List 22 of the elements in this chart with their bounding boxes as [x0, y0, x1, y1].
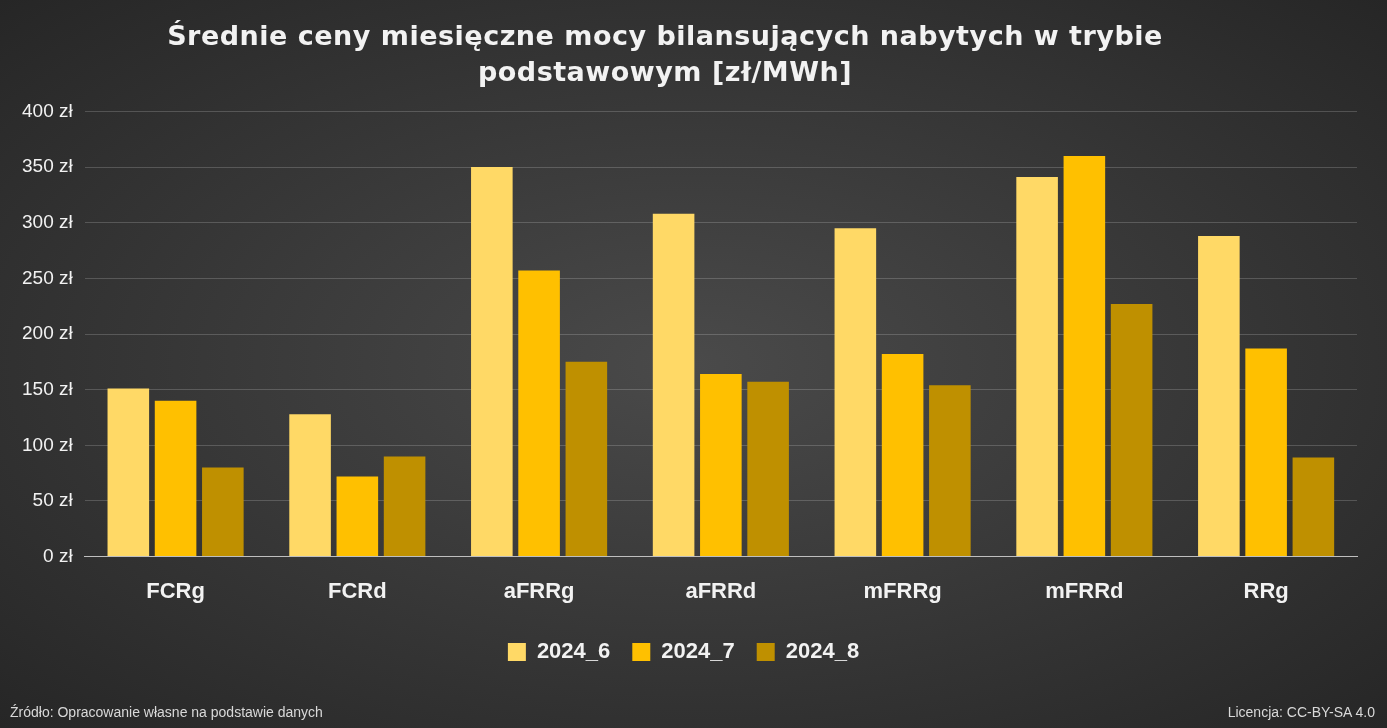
- y-tick-label: 100 zł: [22, 433, 74, 455]
- x-tick-label: mFRRd: [1045, 577, 1124, 603]
- y-tick-label: 200 zł: [22, 322, 74, 344]
- y-tick-label: 300 zł: [22, 210, 74, 232]
- x-tick-label: FCRd: [328, 577, 387, 603]
- x-tick-label: mFRRg: [863, 577, 942, 603]
- y-tick-label: 0 zł: [43, 544, 74, 566]
- x-tick-label: aFRRd: [685, 577, 757, 603]
- legend-label: 2024_6: [536, 638, 611, 664]
- y-tick-label: 150 zł: [22, 377, 74, 399]
- x-tick-label: RRg: [1243, 577, 1289, 603]
- y-tick-label: 400 zł: [22, 99, 74, 121]
- y-tick-label: 50 zł: [32, 489, 74, 511]
- text: Licencja: CC-BY-SA 4.0: [1227, 704, 1375, 720]
- text: Źródło: Opracowanie własne na podstawie danych: [10, 704, 323, 720]
- y-tick-label: 250 zł: [22, 266, 74, 288]
- chart-title: Średnie ceny miesięczne mocy bilansujących nabytych w trybie podstawowym [zł/MWh]: [166, 19, 1164, 90]
- y-tick-label: 350 zł: [22, 155, 74, 177]
- x-tick-label: FCRg: [146, 577, 205, 603]
- x-tick-label: aFRRg: [503, 577, 575, 603]
- legend-label: 2024_8: [785, 638, 860, 664]
- legend-label: 2024_7: [661, 638, 735, 664]
